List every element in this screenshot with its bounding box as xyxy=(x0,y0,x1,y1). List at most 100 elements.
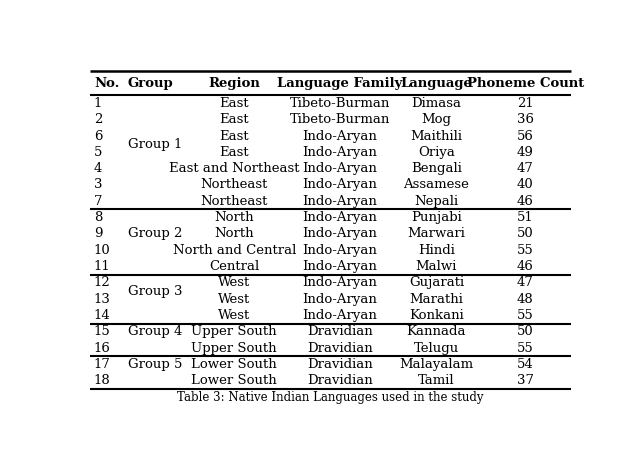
Text: Kannada: Kannada xyxy=(406,325,466,338)
Text: Group 2: Group 2 xyxy=(127,228,182,240)
Text: Assamese: Assamese xyxy=(403,179,469,191)
Text: Mog: Mog xyxy=(421,113,451,126)
Text: 5: 5 xyxy=(94,146,102,159)
Text: Indo-Aryan: Indo-Aryan xyxy=(303,211,378,224)
Text: Indo-Aryan: Indo-Aryan xyxy=(303,293,378,306)
Text: East: East xyxy=(220,97,249,110)
Text: Group 4: Group 4 xyxy=(127,325,182,338)
Text: West: West xyxy=(218,276,250,290)
Text: 3: 3 xyxy=(94,179,102,191)
Text: Indo-Aryan: Indo-Aryan xyxy=(303,146,378,159)
Text: Dravidian: Dravidian xyxy=(307,325,373,338)
Text: Hindi: Hindi xyxy=(418,244,455,257)
Text: 13: 13 xyxy=(94,293,111,306)
Text: Dravidian: Dravidian xyxy=(307,374,373,387)
Text: 4: 4 xyxy=(94,162,102,175)
Text: Language Family: Language Family xyxy=(277,77,403,90)
Text: 40: 40 xyxy=(517,179,534,191)
Text: Upper South: Upper South xyxy=(191,325,277,338)
Text: Table 3: Native Indian Languages used in the study: Table 3: Native Indian Languages used in… xyxy=(177,391,484,404)
Text: West: West xyxy=(218,309,250,322)
Text: No.: No. xyxy=(94,77,119,90)
Text: 51: 51 xyxy=(517,211,534,224)
Text: Bengali: Bengali xyxy=(411,162,462,175)
Text: 7: 7 xyxy=(94,195,102,208)
Text: 49: 49 xyxy=(517,146,534,159)
Text: Punjabi: Punjabi xyxy=(411,211,461,224)
Text: Gujarati: Gujarati xyxy=(409,276,464,290)
Text: West: West xyxy=(218,293,250,306)
Text: 11: 11 xyxy=(94,260,111,273)
Text: 47: 47 xyxy=(517,276,534,290)
Text: 21: 21 xyxy=(517,97,534,110)
Text: Nepali: Nepali xyxy=(414,195,458,208)
Text: East: East xyxy=(220,113,249,126)
Text: 1: 1 xyxy=(94,97,102,110)
Text: 46: 46 xyxy=(517,195,534,208)
Text: Indo-Aryan: Indo-Aryan xyxy=(303,260,378,273)
Text: Group: Group xyxy=(127,77,173,90)
Text: 12: 12 xyxy=(94,276,111,290)
Text: Marwari: Marwari xyxy=(408,228,465,240)
Text: 48: 48 xyxy=(517,293,534,306)
Text: Group 1: Group 1 xyxy=(127,137,182,151)
Text: North: North xyxy=(214,228,254,240)
Text: Tamil: Tamil xyxy=(418,374,454,387)
Text: Indo-Aryan: Indo-Aryan xyxy=(303,309,378,322)
Text: 54: 54 xyxy=(517,358,534,371)
Text: 17: 17 xyxy=(94,358,111,371)
Text: 50: 50 xyxy=(517,325,534,338)
Text: Indo-Aryan: Indo-Aryan xyxy=(303,129,378,143)
Text: 8: 8 xyxy=(94,211,102,224)
Text: Indo-Aryan: Indo-Aryan xyxy=(303,179,378,191)
Text: 47: 47 xyxy=(517,162,534,175)
Text: Indo-Aryan: Indo-Aryan xyxy=(303,228,378,240)
Text: 55: 55 xyxy=(517,244,534,257)
Text: 16: 16 xyxy=(94,342,111,355)
Text: Indo-Aryan: Indo-Aryan xyxy=(303,162,378,175)
Text: Group 5: Group 5 xyxy=(127,358,182,371)
Text: Dravidian: Dravidian xyxy=(307,358,373,371)
Text: Konkani: Konkani xyxy=(409,309,464,322)
Text: 55: 55 xyxy=(517,309,534,322)
Text: North and Central: North and Central xyxy=(173,244,296,257)
Text: Tibeto-Burman: Tibeto-Burman xyxy=(290,113,390,126)
Text: Northeast: Northeast xyxy=(200,179,268,191)
Text: Northeast: Northeast xyxy=(200,195,268,208)
Text: Maithili: Maithili xyxy=(410,129,462,143)
Text: 36: 36 xyxy=(517,113,534,126)
Text: 9: 9 xyxy=(94,228,102,240)
Text: 55: 55 xyxy=(517,342,534,355)
Text: Central: Central xyxy=(209,260,259,273)
Text: 50: 50 xyxy=(517,228,534,240)
Text: Dimasa: Dimasa xyxy=(412,97,461,110)
Text: Upper South: Upper South xyxy=(191,342,277,355)
Text: Indo-Aryan: Indo-Aryan xyxy=(303,276,378,290)
Text: Malayalam: Malayalam xyxy=(399,358,474,371)
Text: Tibeto-Burman: Tibeto-Burman xyxy=(290,97,390,110)
Text: Phoneme Count: Phoneme Count xyxy=(467,77,584,90)
Text: Language: Language xyxy=(401,77,472,90)
Text: 14: 14 xyxy=(94,309,111,322)
Text: Oriya: Oriya xyxy=(418,146,455,159)
Text: East: East xyxy=(220,129,249,143)
Text: 18: 18 xyxy=(94,374,111,387)
Text: East: East xyxy=(220,146,249,159)
Text: Dravidian: Dravidian xyxy=(307,342,373,355)
Text: 2: 2 xyxy=(94,113,102,126)
Text: 46: 46 xyxy=(517,260,534,273)
Text: Malwi: Malwi xyxy=(415,260,457,273)
Text: Region: Region xyxy=(208,77,260,90)
Text: Group 3: Group 3 xyxy=(127,284,182,298)
Text: Indo-Aryan: Indo-Aryan xyxy=(303,244,378,257)
Text: Marathi: Marathi xyxy=(410,293,463,306)
Text: Lower South: Lower South xyxy=(191,374,277,387)
Text: Indo-Aryan: Indo-Aryan xyxy=(303,195,378,208)
Text: 56: 56 xyxy=(517,129,534,143)
Text: North: North xyxy=(214,211,254,224)
Text: Telugu: Telugu xyxy=(413,342,459,355)
Text: 37: 37 xyxy=(517,374,534,387)
Text: 6: 6 xyxy=(94,129,102,143)
Text: Lower South: Lower South xyxy=(191,358,277,371)
Text: 15: 15 xyxy=(94,325,111,338)
